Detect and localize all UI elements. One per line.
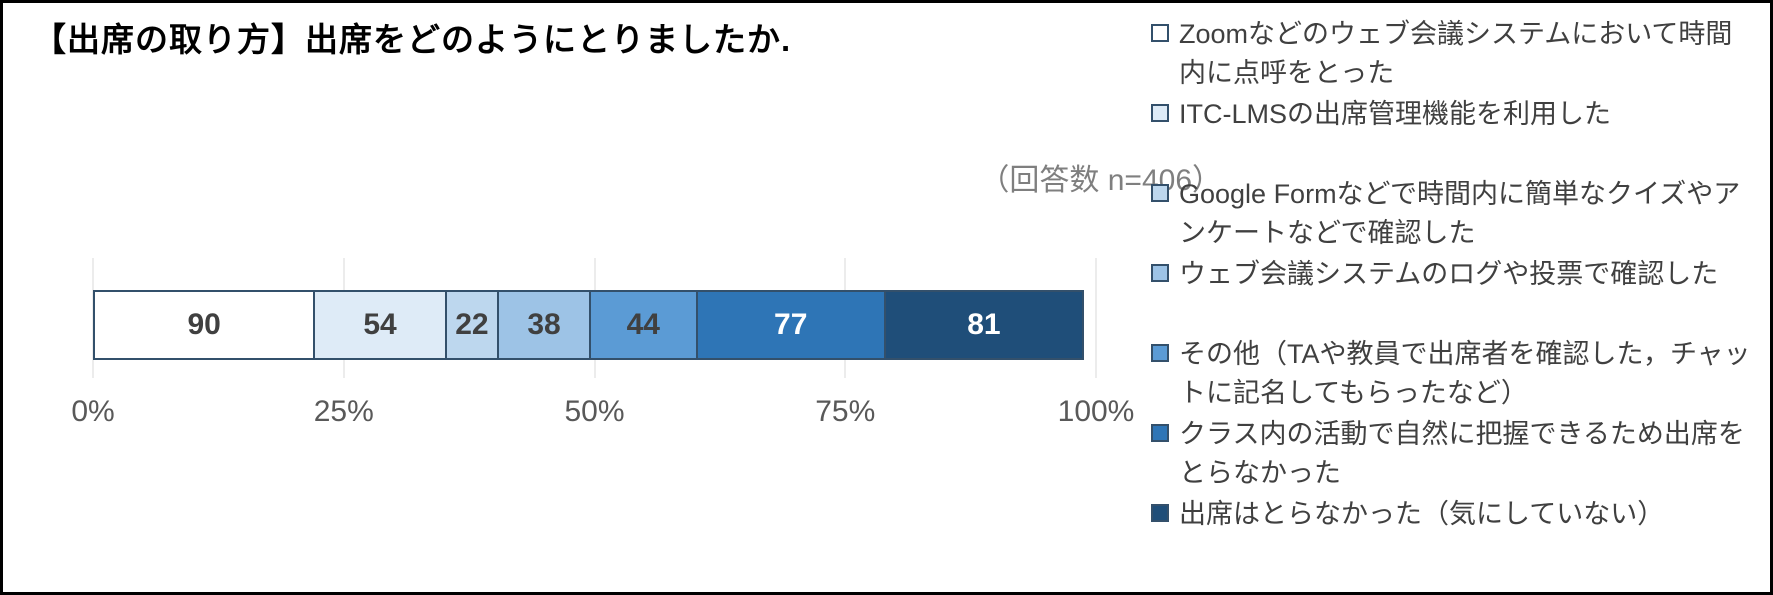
plot-area: 90 54 22 38 44 77 81 <box>92 258 1097 378</box>
legend-marker <box>1151 344 1169 362</box>
legend-label: クラス内の活動で自然に把握できるため出席をとらなかった <box>1179 419 1745 488</box>
legend-label: 出席はとらなかった（気にしていない） <box>1179 499 1665 529</box>
bar-segment-value: 54 <box>363 308 397 341</box>
legend-marker <box>1151 24 1169 42</box>
legend-marker <box>1151 504 1169 522</box>
legend-marker <box>1151 424 1169 442</box>
legend-label: Zoomなどのウェブ会議システムにおいて時間内に点呼をとった <box>1179 19 1733 88</box>
bar-segment-value: 22 <box>455 308 489 341</box>
bar-segment: 38 <box>497 290 591 360</box>
legend-marker <box>1151 104 1169 122</box>
legend-item: 出席はとらなかった（気にしていない） <box>1151 495 1766 575</box>
x-tick-label: 50% <box>564 395 625 428</box>
legend-marker <box>1151 184 1169 202</box>
bar-segment-value: 90 <box>187 308 221 341</box>
legend: Zoomなどのウェブ会議システムにおいて時間内に点呼をとった ITC-LMSの出席… <box>1151 15 1766 575</box>
bar-segment: 81 <box>883 290 1084 360</box>
legend-item: Google Formなどで時間内に簡単なクイズやアンケートなどで確認した <box>1151 175 1766 255</box>
response-count-annotation: （回答数 n=406） <box>979 164 1222 197</box>
legend-item: クラス内の活動で自然に把握できるため出席をとらなかった <box>1151 415 1766 495</box>
bar-segment-value: 44 <box>626 308 660 341</box>
bar-segment: 22 <box>444 290 500 360</box>
x-tick-label: 25% <box>313 395 374 428</box>
legend-label: ウェブ会議システムのログや投票で確認した <box>1179 259 1719 289</box>
x-axis: 0% 25% 50% 75% 100% <box>71 395 1134 435</box>
legend-item: Zoomなどのウェブ会議システムにおいて時間内に点呼をとった <box>1151 15 1766 95</box>
chart-title: 【出席の取り方】出席をどのようにとりましたか. <box>33 21 792 58</box>
bar-segment: 54 <box>313 290 447 360</box>
x-tick-label: 75% <box>815 395 876 428</box>
bar-segment-value: 81 <box>967 308 1001 341</box>
legend-item: その他（TAや教員で出席者を確認した，チャットに記名してもらったなど） <box>1151 335 1766 415</box>
bar-segment-value: 38 <box>527 308 561 341</box>
legend-item: ITC-LMSの出席管理機能を利用した <box>1151 95 1766 175</box>
bar-segment: 90 <box>93 290 316 360</box>
legend-marker <box>1151 264 1169 282</box>
bar-segment: 77 <box>695 290 886 360</box>
bar-segment: 44 <box>588 290 698 360</box>
bar-segment-value: 77 <box>774 308 808 341</box>
legend-label: ITC-LMSの出席管理機能を利用した <box>1179 99 1611 129</box>
legend-label: その他（TAや教員で出席者を確認した，チャットに記名してもらったなど） <box>1179 339 1751 408</box>
x-tick-label: 100% <box>1057 395 1135 428</box>
x-tick-label: 0% <box>71 395 115 428</box>
stacked-bar: 90 54 22 38 44 77 81 <box>93 290 1096 360</box>
legend-item: ウェブ会議システムのログや投票で確認した <box>1151 255 1766 335</box>
legend-label: Google Formなどで時間内に簡単なクイズやアンケートなどで確認した <box>1179 179 1741 248</box>
gridline <box>1095 258 1097 378</box>
